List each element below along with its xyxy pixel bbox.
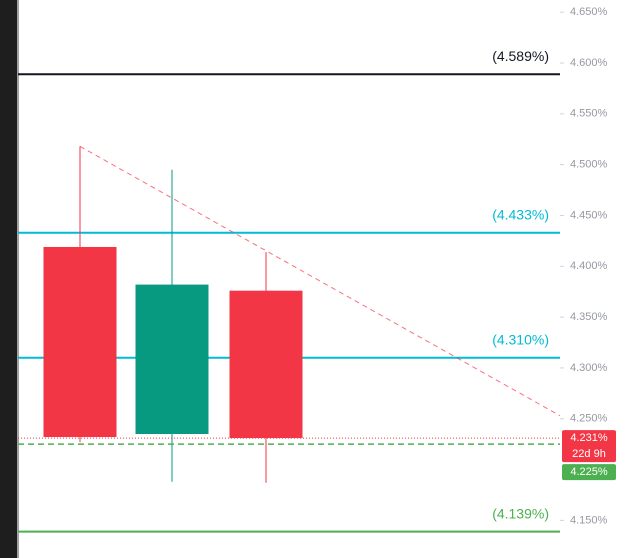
level-label: (4.589%) — [492, 48, 549, 64]
y-tick-label: 4.600% — [570, 57, 608, 69]
candle-body — [229, 290, 303, 439]
left-panel — [0, 0, 17, 558]
y-tick-label: 4.650% — [570, 6, 608, 18]
level-label: (4.310%) — [492, 331, 549, 347]
candle-body — [43, 246, 117, 438]
y-tick-label: 4.450% — [570, 209, 608, 221]
y-tick-label: 4.150% — [570, 514, 608, 526]
trend-line — [79, 145, 561, 417]
last-price-label: 4.231% — [570, 432, 608, 444]
y-tick-label: 4.550% — [570, 108, 608, 120]
level-label: (4.139%) — [492, 505, 549, 521]
y-tick-label: 4.500% — [570, 159, 608, 171]
reference-price-badge — [562, 464, 616, 481]
last-price-badge — [562, 430, 616, 463]
candle-body — [135, 284, 209, 434]
y-tick-label: 4.250% — [570, 413, 608, 425]
level-label: (4.433%) — [492, 206, 549, 222]
y-tick-label: 4.300% — [570, 362, 608, 374]
reference-price-label: 4.225% — [570, 466, 608, 478]
countdown-label: 22d 9h — [572, 448, 606, 460]
y-tick-label: 4.400% — [570, 260, 608, 272]
y-tick-label: 4.350% — [570, 311, 608, 323]
